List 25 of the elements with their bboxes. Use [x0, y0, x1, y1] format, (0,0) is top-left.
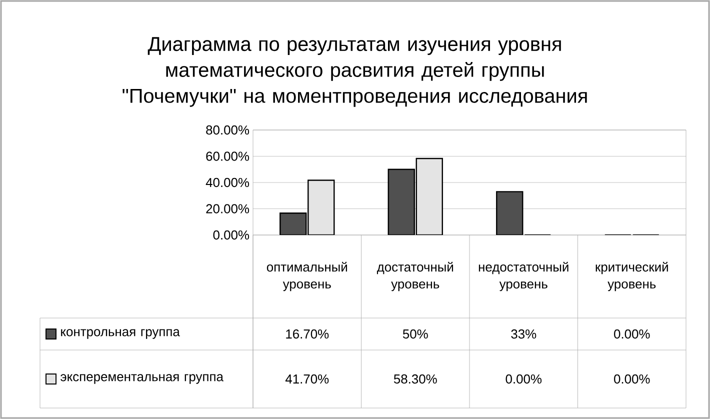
bar — [496, 191, 524, 236]
legend-label: контрольная группа — [61, 329, 180, 339]
data-label: 41.70% — [285, 374, 329, 384]
bar — [280, 212, 307, 236]
y-tick-label: 80.00% — [206, 125, 250, 135]
legend-label: эксперементальная группа — [60, 374, 224, 384]
y-tick-label: 40.00% — [206, 178, 250, 188]
data-label: 50% — [402, 329, 428, 339]
data-label: 58.30% — [394, 374, 437, 384]
x-tick-label: достаточный уровень — [376, 262, 454, 292]
data-label: 0.00% — [614, 374, 650, 384]
x-tick-label: критический уровень — [596, 262, 668, 292]
chart-title: Диаграмма по результатам изучения уровня математического расвития детей группы "Почемучки" на моментпроведения исследования — [122, 37, 587, 107]
x-tick-label: недостаточный уровень — [478, 262, 568, 292]
x-tick-label: оптимальный уровень — [266, 262, 347, 292]
data-label: 0.00% — [614, 329, 650, 339]
data-label: 33% — [511, 329, 536, 339]
y-tick-label: 0.00% — [213, 230, 250, 240]
y-tick-label: 20.00% — [206, 204, 250, 214]
bar — [416, 158, 443, 236]
data-label: 0.00% — [506, 374, 542, 384]
data-label: 16.70% — [286, 329, 329, 339]
bar — [388, 168, 415, 236]
bar — [308, 180, 335, 236]
y-tick-label: 60.00% — [206, 152, 250, 161]
